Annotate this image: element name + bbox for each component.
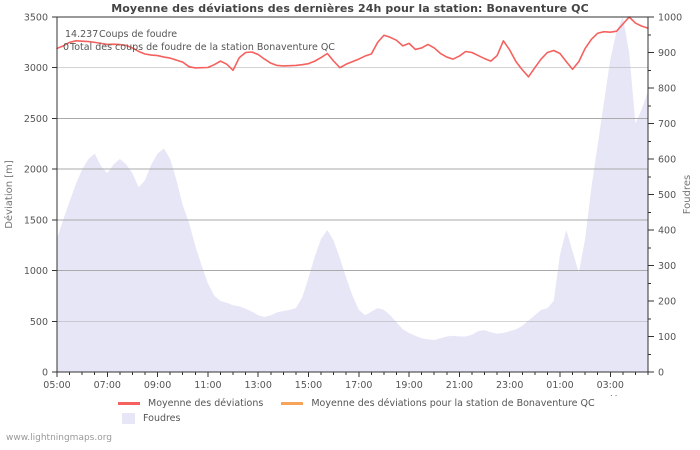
legend-row-2: Foudres <box>0 411 700 426</box>
tick-label-left: 3500 <box>24 13 48 24</box>
y-axis-title: Déviation [m] <box>3 160 15 229</box>
chart-title: Moyenne des déviations des dernières 24h… <box>111 2 589 15</box>
tick-label-x: 17:00 <box>345 380 372 391</box>
tick-label-x: 19:00 <box>395 380 422 391</box>
tick-label-left: 500 <box>30 317 48 328</box>
tick-label-x: 05:00 <box>43 380 70 391</box>
source-watermark: www.lightningmaps.org <box>6 433 112 443</box>
tick-label-right: 400 <box>658 226 676 237</box>
tick-label-left: 3000 <box>24 63 48 74</box>
tick-label-left: 1000 <box>24 266 48 277</box>
tick-label-x: 11:00 <box>194 380 221 391</box>
legend-item-deviation[interactable]: Moyenne des déviations <box>118 398 263 409</box>
legend-label-deviation: Moyenne des déviations <box>148 398 264 409</box>
legend-item-station-deviation[interactable]: Moyenne des déviations pour la station d… <box>281 398 595 409</box>
tick-label-right: 200 <box>658 297 676 308</box>
tick-label-right: 600 <box>658 155 676 166</box>
tick-label-left: 1500 <box>24 215 48 226</box>
tick-label-right: 800 <box>658 84 676 95</box>
tick-label-right: 500 <box>658 190 676 201</box>
legend-line-swatch-deviation <box>118 402 140 405</box>
tick-label-x: 15:00 <box>295 380 322 391</box>
tick-label-right: 0 <box>658 368 664 379</box>
series-line-deviation <box>56 16 649 78</box>
tick-label-right: 1000 <box>658 13 682 24</box>
x-axis-title: Heure <box>610 394 640 396</box>
tick-label-x: 23:00 <box>496 380 523 391</box>
tick-label-right: 300 <box>658 261 676 272</box>
annotation-0-value: 14.237 <box>65 29 98 40</box>
legend-item-strikes[interactable]: Foudres <box>118 413 180 424</box>
legend-label-strikes: Foudres <box>143 413 181 424</box>
tick-label-right: 700 <box>658 119 676 130</box>
tick-label-left: 0 <box>42 368 48 379</box>
tick-label-right: 900 <box>658 48 676 59</box>
legend-line-swatch-station <box>281 402 304 405</box>
tick-label-right: 100 <box>658 332 676 343</box>
tick-label-x: 01:00 <box>546 380 573 391</box>
annotation-1-value: 0 <box>63 42 69 53</box>
legend-area-swatch-strikes <box>122 413 135 424</box>
tick-label-x: 13:00 <box>244 380 271 391</box>
series-area-foudres <box>57 17 648 372</box>
tick-label-x: 07:00 <box>94 380 121 391</box>
tick-label-left: 2500 <box>24 114 48 125</box>
annotation-0-label: Coups de foudre <box>99 29 177 40</box>
tick-label-left: 2000 <box>24 165 48 176</box>
y2-axis-title: Foudres <box>682 175 693 214</box>
legend-label-station-deviation: Moyenne des déviations pour la station d… <box>311 398 595 409</box>
tick-label-x: 03:00 <box>597 380 624 391</box>
legend-row-1: Moyenne des déviations Moyenne des dévia… <box>0 396 700 411</box>
tick-label-x: 09:00 <box>144 380 171 391</box>
annotation-1-label: Total des coups de foudre de la station … <box>69 42 335 53</box>
plot-area: 0 500 1000 1500 2000 2500 3000 3500 0 100 200 300 40… <box>3 13 693 397</box>
tick-label-x: 21:00 <box>446 380 473 391</box>
chart-legend: Moyenne des déviations Moyenne des dévia… <box>0 396 700 430</box>
